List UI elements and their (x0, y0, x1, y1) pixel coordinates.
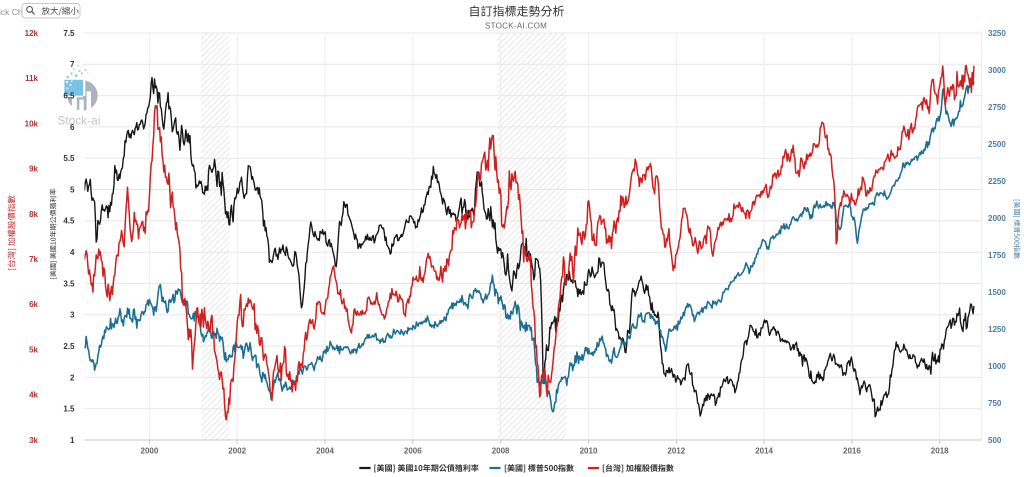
svg-text:5: 5 (70, 185, 75, 194)
svg-text:1000: 1000 (988, 362, 1006, 371)
svg-text:1.5: 1.5 (63, 405, 75, 414)
svg-text:9k: 9k (29, 165, 38, 174)
svg-text:4: 4 (70, 248, 75, 257)
svg-text:2000: 2000 (141, 447, 159, 456)
svg-text:4k: 4k (29, 391, 38, 400)
svg-text:2016: 2016 (843, 447, 861, 456)
svg-text:Click Che: Click Che (0, 7, 28, 17)
svg-text:5k: 5k (29, 346, 38, 355)
svg-text:10k: 10k (25, 119, 39, 128)
svg-text:7: 7 (70, 60, 75, 69)
svg-text:3.5: 3.5 (63, 279, 75, 288)
svg-text:6: 6 (70, 123, 75, 132)
svg-text:6.5: 6.5 (63, 92, 75, 101)
svg-text:3000: 3000 (988, 66, 1006, 75)
svg-text:3k: 3k (29, 436, 38, 445)
svg-text:2012: 2012 (667, 447, 685, 456)
svg-text:2006: 2006 (404, 447, 422, 456)
svg-text:2500: 2500 (988, 140, 1006, 149)
svg-text:7k: 7k (29, 255, 38, 264)
svg-text:4.5: 4.5 (63, 217, 75, 226)
svg-text:STOCK-AI.COM: STOCK-AI.COM (485, 22, 547, 31)
svg-text:2250: 2250 (988, 177, 1006, 186)
svg-text:3: 3 (70, 311, 75, 320)
svg-text:11k: 11k (25, 74, 38, 83)
svg-text:1750: 1750 (988, 251, 1006, 260)
svg-text:2014: 2014 (755, 447, 773, 456)
svg-text:2018: 2018 (931, 447, 949, 456)
svg-text:2002: 2002 (228, 447, 246, 456)
svg-text:500: 500 (988, 436, 1002, 445)
svg-text:2010: 2010 (580, 447, 598, 456)
svg-text:1250: 1250 (988, 325, 1006, 334)
svg-text:2008: 2008 (492, 447, 510, 456)
svg-text:12k: 12k (25, 29, 39, 38)
svg-text:2.5: 2.5 (63, 342, 75, 351)
svg-text:1500: 1500 (988, 288, 1006, 297)
svg-text:Stock-ai: Stock-ai (58, 116, 101, 128)
svg-text:6k: 6k (29, 300, 38, 309)
svg-text:8k: 8k (29, 210, 38, 219)
svg-text:1: 1 (70, 436, 75, 445)
svg-text:2004: 2004 (316, 447, 334, 456)
svg-text:7.5: 7.5 (63, 29, 75, 38)
svg-text:3250: 3250 (988, 29, 1006, 38)
svg-text:750: 750 (988, 399, 1002, 408)
svg-text:2750: 2750 (988, 103, 1006, 112)
svg-text:2000: 2000 (988, 214, 1006, 223)
svg-text:5.5: 5.5 (63, 154, 75, 163)
svg-text:2: 2 (70, 373, 75, 382)
